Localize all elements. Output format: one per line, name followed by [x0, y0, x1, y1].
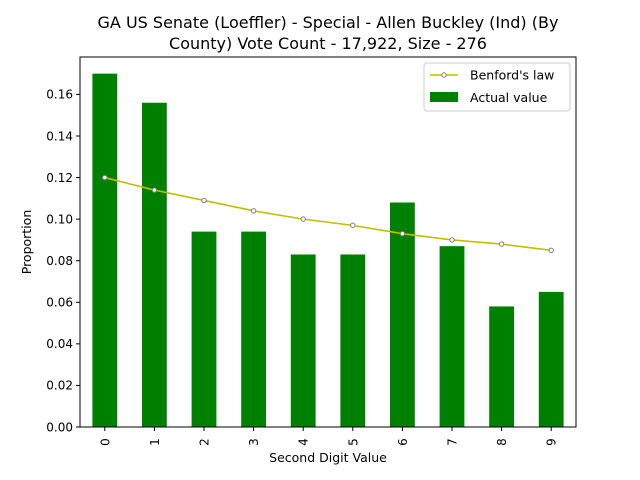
benford-point-7	[449, 237, 455, 243]
chart-title-line-2: County) Vote Count - 17,922, Size - 276	[169, 34, 487, 53]
x-tick-label: 5	[346, 438, 360, 446]
bar-digit-6	[390, 202, 415, 427]
benford-point-3	[250, 208, 257, 214]
benford-point-4	[300, 216, 306, 222]
x-tick-label: 1	[148, 438, 162, 446]
benford-point-5	[350, 222, 356, 229]
benford-point-1	[151, 187, 158, 193]
bar-digit-5	[340, 254, 366, 427]
bar-digit-4	[290, 254, 316, 427]
benford-point-9	[548, 247, 554, 254]
benford-point-8	[498, 241, 505, 247]
y-tick-label: 0.06	[46, 296, 73, 310]
x-axis-label: Second Digit Value	[269, 450, 387, 465]
y-tick-label: 0.14	[46, 129, 73, 143]
bar-series	[92, 73, 564, 427]
bar-digit-7	[439, 246, 465, 427]
bar-digit-0	[92, 73, 118, 427]
bar-digit-1	[142, 102, 167, 427]
chart-title-line-1: GA US Senate (Loeffler) - Special - Alle…	[98, 13, 559, 32]
benford-point-2	[201, 197, 207, 204]
plot-area-frame	[79, 56, 577, 428]
x-tick-label: 8	[495, 438, 509, 446]
benford-point-0	[102, 174, 108, 181]
bar-digit-9	[538, 291, 564, 427]
y-tick-label: 0.04	[46, 337, 73, 351]
x-axis: 0 1 2 3 4 5 6 7 8 9	[98, 427, 559, 446]
x-tick-label: 3	[247, 438, 261, 446]
bar-digit-8	[489, 306, 514, 427]
legend: Benford's law Actual value	[423, 62, 571, 112]
y-tick-label: 0.16	[46, 88, 73, 102]
x-tick-label: 4	[297, 438, 311, 446]
bar-digit-3	[241, 231, 266, 427]
y-tick-label: 0.00	[46, 420, 73, 434]
y-tick-label: 0.08	[46, 254, 73, 268]
bar-digit-2	[191, 231, 217, 427]
legend-label-benford: Benford's law	[470, 68, 554, 83]
x-tick-label: 6	[396, 438, 410, 446]
x-tick-label: 2	[198, 438, 212, 446]
x-tick-label: 7	[446, 438, 460, 446]
y-tick-label: 0.12	[46, 171, 73, 185]
benford-point-6	[399, 230, 406, 237]
y-axis-label: Proportion	[19, 210, 34, 275]
legend-box	[423, 62, 571, 112]
y-tick-label: 0.10	[46, 212, 73, 226]
y-tick-label: 0.02	[46, 379, 73, 393]
legend-label-actual: Actual value	[470, 90, 548, 105]
x-tick-label: 0	[98, 438, 112, 446]
chart-title: GA US Senate (Loeffler) - Special - Alle…	[98, 13, 559, 53]
y-axis: 0.00 0.02 0.04 0.06 0.08 0.10 0.12 0.14 0.16	[46, 88, 80, 434]
benford-line	[104, 176, 552, 252]
legend-line-marker	[441, 72, 447, 78]
x-tick-label: 9	[545, 438, 559, 446]
line-series	[102, 174, 554, 254]
legend-bar-swatch	[430, 92, 458, 102]
